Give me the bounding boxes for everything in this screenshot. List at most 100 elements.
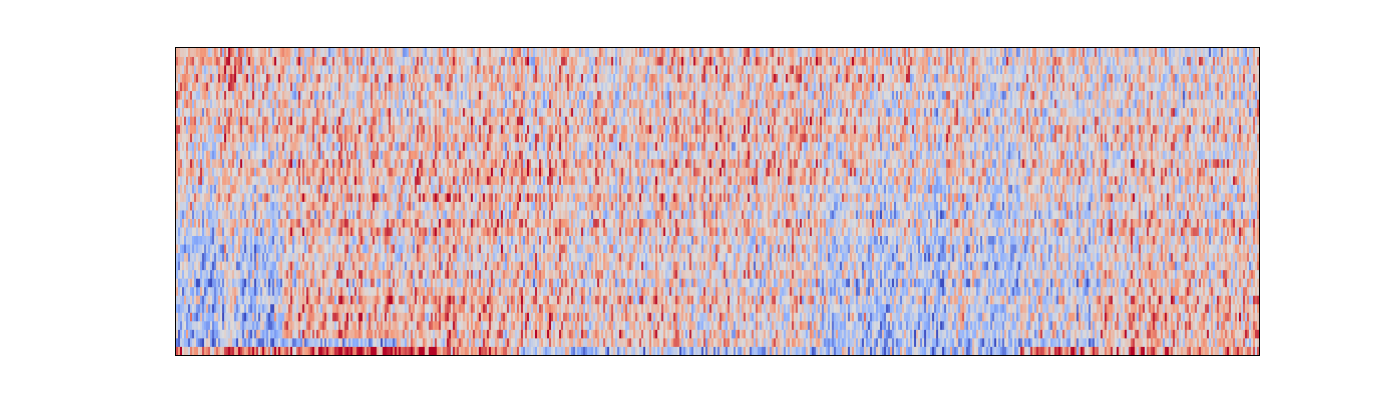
heatmap-cell [916, 346, 919, 356]
heatmap-cell [1248, 337, 1252, 347]
heatmap-cell [643, 337, 646, 347]
heatmap-cell [767, 337, 771, 347]
heatmap-cell [545, 329, 548, 339]
heatmap-cell [238, 337, 241, 347]
heatmap-cell [236, 320, 239, 330]
heatmap-cell [799, 329, 803, 339]
heatmap-cell [986, 346, 989, 356]
heatmap-cell [873, 346, 877, 356]
heatmap-cell [1044, 337, 1047, 347]
heatmap-cell [264, 346, 267, 356]
heatmap-cell [705, 329, 708, 339]
heatmap-cell [928, 337, 931, 347]
heatmap-cell [831, 329, 835, 339]
heatmap-cell [891, 337, 895, 347]
heatmap-cell [1084, 337, 1087, 347]
heatmap-cell [276, 337, 279, 347]
heatmap-cell [769, 329, 773, 339]
heatmap-cell [801, 329, 805, 339]
heatmap-cell [194, 337, 197, 347]
heatmap-cell [713, 337, 716, 347]
heatmap-cell [900, 337, 903, 347]
heatmap-cell [1044, 346, 1047, 356]
heatmap-cell [757, 346, 761, 356]
heatmap-cell [964, 337, 967, 347]
heatmap-cell [821, 329, 825, 339]
heatmap-cell [296, 337, 299, 347]
heatmap-cell [1008, 346, 1011, 356]
heatmap-cell [1058, 337, 1061, 347]
heatmap-cell [801, 346, 805, 356]
heatmap-cell [980, 337, 983, 347]
heatmap-cell [1180, 337, 1184, 347]
heatmap-cell [633, 337, 636, 347]
heatmap-cell [1096, 346, 1099, 356]
heatmap-cell [496, 329, 500, 339]
heatmap-cell [611, 337, 614, 347]
heatmap-cell [547, 346, 550, 356]
heatmap-cell [360, 320, 363, 330]
heatmap-cell [962, 346, 965, 356]
heatmap-cell [320, 346, 323, 356]
heatmap-cell [835, 329, 839, 339]
heatmap-cell [1030, 337, 1033, 347]
heatmap-cell [1138, 329, 1142, 339]
heatmap-cell [615, 329, 618, 339]
heatmap-cell [938, 329, 941, 339]
heatmap-cell [853, 346, 857, 356]
heatmap-cell [693, 337, 696, 347]
heatmap-cell [414, 329, 418, 339]
heatmap-cell [543, 337, 546, 347]
heatmap-cell [916, 337, 919, 347]
heatmap-cell [288, 346, 291, 356]
heatmap-cell [763, 337, 767, 347]
heatmap-cell [747, 337, 750, 347]
heatmap-cell [932, 337, 935, 347]
heatmap-cell [990, 346, 993, 356]
heatmap-cell [1156, 329, 1160, 339]
heatmap-cell [342, 329, 345, 339]
heatmap-cell [448, 346, 452, 356]
heatmap-cell [908, 329, 911, 339]
heatmap-cell [791, 346, 795, 356]
heatmap-cell [326, 329, 329, 339]
heatmap-cell [984, 337, 987, 347]
heatmap-cell [649, 329, 652, 339]
heatmap-cell [1034, 337, 1037, 347]
heatmap-cell [924, 329, 927, 339]
heatmap-cell [563, 346, 566, 356]
heatmap-cell [244, 337, 247, 347]
heatmap-cell [1050, 346, 1053, 356]
heatmap-cell [344, 337, 347, 347]
heatmap-cell [1172, 346, 1176, 356]
heatmap-cell [745, 329, 748, 339]
heatmap-cell [691, 346, 694, 356]
heatmap-cell [456, 346, 460, 356]
heatmap-cell [308, 329, 311, 339]
heatmap-cell [176, 346, 179, 356]
heatmap-cell [825, 346, 829, 356]
heatmap-cell [340, 320, 343, 330]
heatmap-cell [1114, 346, 1118, 356]
heatmap-cell [625, 337, 628, 347]
heatmap-cell [948, 337, 951, 347]
heatmap-cell [394, 346, 398, 356]
heatmap-cell [1122, 337, 1126, 347]
heatmap-cell [1238, 337, 1242, 347]
heatmap-cell [779, 346, 783, 356]
heatmap-cell [422, 337, 426, 347]
heatmap-cell [1032, 329, 1035, 339]
heatmap-cell [777, 329, 781, 339]
heatmap-cell [942, 337, 945, 347]
heatmap-cell [310, 346, 313, 356]
heatmap-cell [400, 329, 404, 339]
heatmap-cell [284, 337, 287, 347]
heatmap-cell [186, 329, 189, 339]
heatmap-cell [567, 346, 570, 356]
heatmap-cell [1244, 329, 1248, 339]
heatmap-cell [553, 329, 556, 339]
heatmap-cell [1028, 329, 1031, 339]
heatmap-cell [364, 329, 367, 339]
heatmap-cell [436, 346, 440, 356]
heatmap-cell [647, 346, 650, 356]
